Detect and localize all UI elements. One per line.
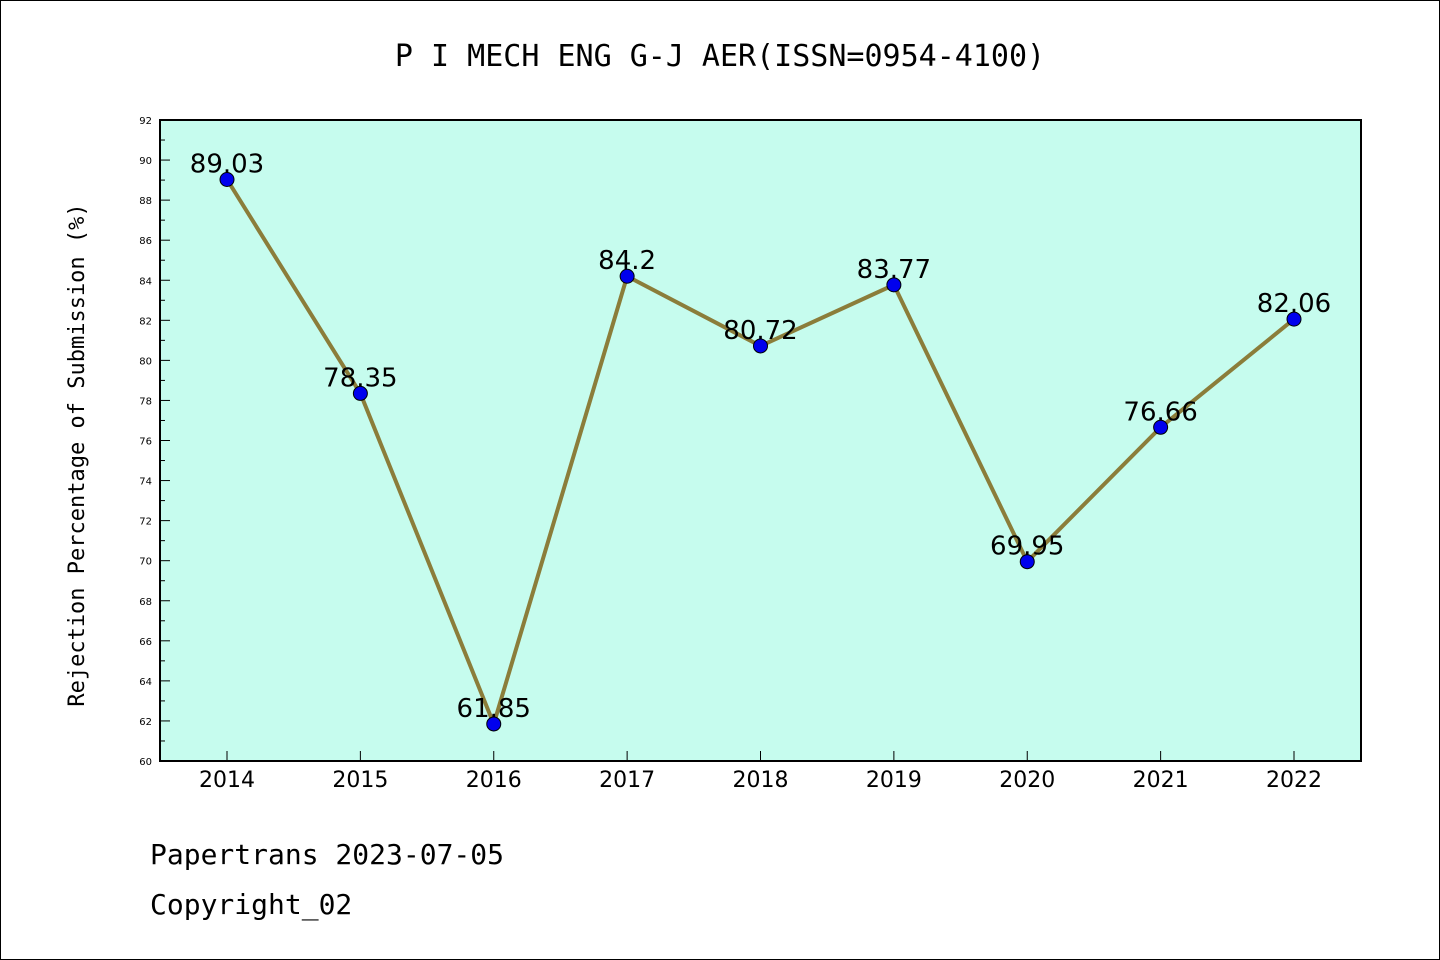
data-point-2021 xyxy=(1153,419,1169,435)
data-label-2019: 83.77 xyxy=(857,255,931,285)
y-tick-label: 62 xyxy=(139,717,152,728)
x-tick-label: 2018 xyxy=(733,768,789,793)
data-point-2022 xyxy=(1286,311,1302,327)
y-tick-label: 80 xyxy=(139,356,152,367)
y-tick-label: 68 xyxy=(139,597,152,608)
data-label-2021: 76.66 xyxy=(1123,397,1197,427)
data-label-2022: 82.06 xyxy=(1257,289,1331,319)
data-label-2014: 89.03 xyxy=(190,149,264,179)
y-tick-label: 72 xyxy=(139,517,152,528)
y-tick-label: 82 xyxy=(139,316,152,327)
y-axis: 60 62 64 66 68 70 72 74 76 78 80 82 84 86 88 90 92 xyxy=(139,116,170,768)
y-tick-label: 88 xyxy=(139,196,152,207)
data-point-2015 xyxy=(352,385,368,401)
data-point-2019 xyxy=(886,277,902,293)
y-tick-label: 64 xyxy=(139,677,152,688)
x-tick-label: 2014 xyxy=(199,768,255,793)
series-rejection-rate: 89.03 78.35 61.85 84.2 80.72 83.77 69.95 76.66 8… xyxy=(190,149,1331,732)
data-point-2018 xyxy=(753,338,768,354)
data-label-2018: 80.72 xyxy=(723,316,797,346)
x-tick-label: 2020 xyxy=(999,768,1055,793)
y-tick-label: 60 xyxy=(139,757,152,768)
data-point-2016 xyxy=(486,716,502,732)
y-tick-label: 76 xyxy=(139,437,152,448)
x-tick-label: 2022 xyxy=(1266,768,1322,793)
y-tick-label: 70 xyxy=(139,557,152,568)
data-point-2014 xyxy=(219,171,235,187)
data-label-2020: 69.95 xyxy=(990,532,1064,562)
y-tick-label: 86 xyxy=(139,236,152,247)
data-label-2016: 61.85 xyxy=(457,694,531,724)
x-tick-label: 2019 xyxy=(866,768,922,793)
chart-title: P I MECH ENG G-J AER(ISSN=0954-4100) xyxy=(395,39,1045,74)
x-tick-label: 2015 xyxy=(332,768,388,793)
y-tick-label: 84 xyxy=(139,276,152,287)
x-axis: 2014 2015 2016 2017 2018 2019 2020 2021 2022 xyxy=(199,751,1322,793)
y-tick-label: 66 xyxy=(139,637,152,648)
y-axis-label: Rejection Percentage of Submission (%) xyxy=(65,203,90,706)
footer-date: Papertrans 2023-07-05 xyxy=(150,838,504,871)
data-point-2017 xyxy=(619,268,635,284)
plot-area xyxy=(159,119,1362,762)
data-point-2020 xyxy=(1019,554,1035,570)
y-tick-label: 78 xyxy=(139,396,152,407)
y-tick-label: 90 xyxy=(139,156,152,167)
y-tick-label: 92 xyxy=(139,116,152,127)
data-label-2015: 78.35 xyxy=(323,363,397,393)
x-tick-label: 2016 xyxy=(466,768,522,793)
x-tick-label: 2017 xyxy=(599,768,655,793)
footer-copyright: Copyright_02 xyxy=(150,888,352,922)
x-tick-label: 2021 xyxy=(1133,768,1189,793)
y-tick-label: 74 xyxy=(139,477,152,488)
data-label-2017: 84.2 xyxy=(598,246,656,276)
